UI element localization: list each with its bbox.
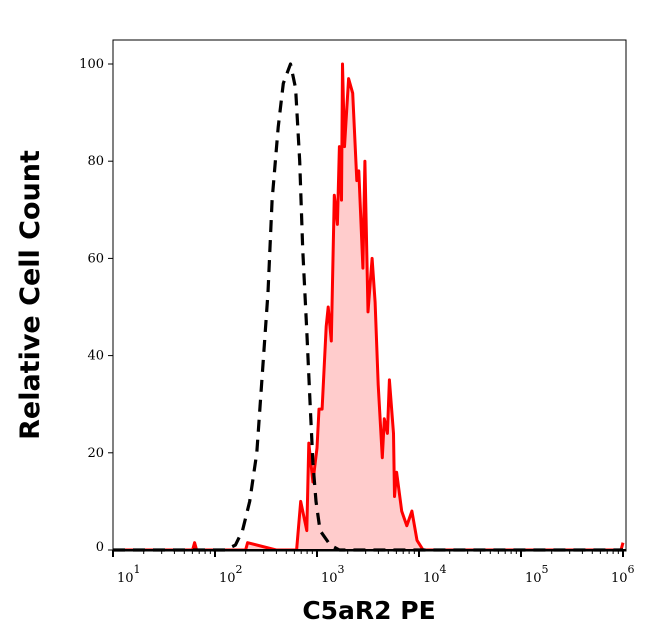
series-fill-c5ar2-pe bbox=[113, 64, 623, 550]
series-line-isotype-control bbox=[113, 62, 623, 552]
x-tick-label: 104 bbox=[423, 563, 447, 586]
x-tick-label: 103 bbox=[321, 563, 345, 586]
y-tick-label: 40 bbox=[87, 349, 104, 364]
x-axis-title: C5aR2 PE bbox=[302, 596, 435, 625]
series-line-c5ar2-pe bbox=[113, 62, 625, 552]
y-axis-title: Relative Cell Count bbox=[15, 150, 46, 440]
x-tick-label: 106 bbox=[611, 563, 635, 586]
y-tick-label: 80 bbox=[87, 154, 104, 169]
y-tick-label: 0 bbox=[96, 540, 104, 555]
x-tick-label: 105 bbox=[525, 563, 549, 586]
y-tick-label: 100 bbox=[79, 57, 104, 72]
x-tick-label: 101 bbox=[117, 563, 141, 586]
y-tick-label: 20 bbox=[87, 446, 104, 461]
y-tick-label: 60 bbox=[87, 251, 104, 266]
x-tick-label: 102 bbox=[219, 563, 243, 586]
